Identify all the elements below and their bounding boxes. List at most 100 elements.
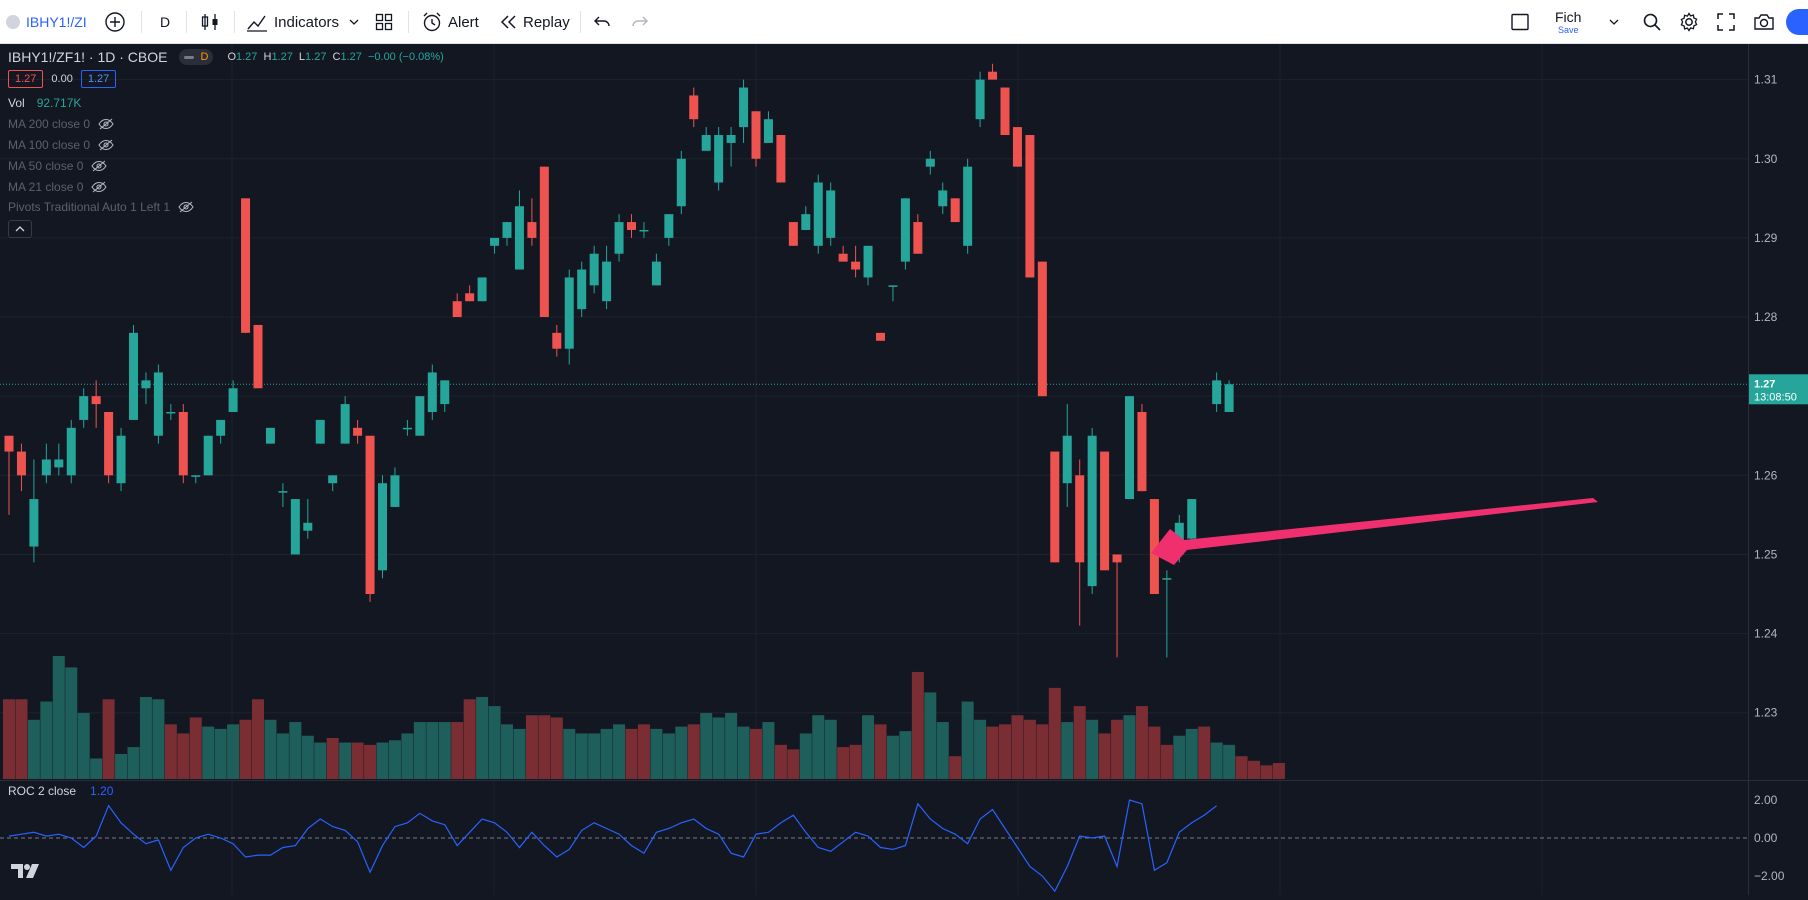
price-tick-label: 1.29 — [1754, 231, 1778, 245]
indicators-icon — [247, 15, 267, 32]
hidden-eye-icon[interactable] — [91, 181, 108, 193]
undo-button[interactable] — [593, 0, 611, 44]
volume-bar — [613, 724, 626, 779]
candle-up — [54, 459, 64, 468]
volume-bar — [1073, 706, 1086, 779]
countdown-label: 13:08:50 — [1754, 391, 1797, 403]
hidden-eye-icon[interactable] — [98, 139, 114, 151]
volume-bar — [1248, 760, 1260, 779]
annotation-arrow — [1151, 498, 1598, 565]
rewind-icon — [500, 15, 516, 29]
compare-button[interactable] — [104, 0, 126, 44]
redo-icon — [632, 16, 648, 27]
candle-up — [415, 396, 425, 436]
study-label: MA 21 close 0 — [8, 180, 84, 194]
hidden-eye-icon[interactable] — [91, 160, 108, 172]
candle-up — [514, 206, 524, 270]
candle-up — [340, 404, 350, 444]
fullscreen-layout-button[interactable] — [1510, 0, 1530, 44]
volume-bar — [1048, 687, 1061, 779]
roc-legend[interactable]: ROC 2 close 1.20 — [8, 784, 113, 798]
volume-bar — [1223, 744, 1236, 779]
indicators-button[interactable]: Indicators — [246, 0, 339, 44]
volume-bar — [40, 701, 53, 779]
candle-up — [614, 222, 624, 254]
hidden-eye-icon[interactable] — [178, 201, 194, 213]
fullscreen-icon — [1717, 13, 1735, 31]
search-button[interactable] — [1642, 0, 1662, 44]
sell-price-button[interactable]: 1.27 — [8, 70, 44, 88]
chart-area[interactable]: 1.31 1.30 1.29 1.28 1.27 1.26 1.25 1.24 1.23 1.27… — [0, 44, 1808, 895]
candle-up — [714, 135, 724, 183]
toolbar-divider — [141, 11, 142, 33]
toolbar-divider — [186, 11, 187, 33]
volume-bar — [488, 706, 501, 779]
delayed-badge: D — [200, 51, 209, 63]
collapse-legend-button[interactable] — [8, 220, 32, 238]
volume-bar — [911, 671, 924, 779]
candle-up — [763, 119, 773, 143]
volume-bar — [650, 728, 663, 779]
volume-bar — [625, 728, 638, 779]
volume-bar — [774, 744, 787, 779]
symbol-label: IBHY1!/ZI — [26, 14, 87, 30]
volume-bar — [1210, 742, 1223, 779]
volume-bar — [451, 722, 464, 779]
layout-dropdown-button[interactable] — [1608, 0, 1620, 44]
fullscreen-button[interactable] — [1716, 0, 1736, 44]
redo-button[interactable] — [631, 0, 649, 44]
volume-bar — [239, 719, 252, 779]
volume-bar — [862, 715, 875, 779]
candle-down — [178, 412, 188, 476]
settings-button[interactable] — [1678, 0, 1700, 44]
screenshot-button[interactable] — [1753, 0, 1775, 44]
candle-up — [328, 475, 338, 484]
candle-down — [1100, 451, 1110, 571]
volume-bar — [326, 738, 339, 779]
alarm-clock-icon — [423, 12, 441, 32]
price-tick-label: 1.23 — [1754, 706, 1778, 720]
volume-bar — [139, 697, 152, 779]
study-legend-pivots[interactable]: Pivots Traditional Auto 1 Left 1 — [8, 200, 194, 214]
candle-up — [1087, 435, 1097, 587]
candle-up — [191, 475, 201, 477]
price-tick-label: 1.24 — [1754, 627, 1778, 641]
volume-legend[interactable]: Vol 92.717K — [8, 96, 81, 110]
volume-label: Vol — [8, 96, 25, 110]
alert-button[interactable]: Alert — [421, 0, 479, 44]
interval-button[interactable]: D — [160, 0, 170, 44]
replay-button[interactable]: Replay — [500, 0, 570, 44]
chart-title[interactable]: IBHY1!/ZF1! · 1D · CBOE — [8, 49, 168, 65]
candle-down — [689, 95, 699, 120]
study-legend-ma200[interactable]: MA 200 close 0 — [8, 117, 114, 131]
publish-button[interactable] — [1786, 0, 1808, 44]
volume-bar — [936, 722, 949, 779]
templates-button[interactable] — [375, 0, 393, 44]
symbol-search-button[interactable]: IBHY1!/ZI — [6, 0, 87, 44]
candle-down — [876, 332, 885, 341]
indicators-dropdown-button[interactable] — [348, 0, 360, 44]
layout-save-button[interactable]: Fich Save — [1555, 0, 1581, 44]
study-label: Pivots Traditional Auto 1 Left 1 — [8, 200, 171, 214]
candle-down — [950, 198, 960, 223]
volume-bar — [575, 733, 588, 779]
volume-bar — [351, 742, 364, 779]
candle-down — [104, 412, 114, 476]
study-legend-ma50[interactable]: MA 50 close 0 — [8, 159, 108, 173]
buy-price-button[interactable]: 1.27 — [80, 70, 117, 88]
study-legend-ma21[interactable]: MA 21 close 0 — [8, 180, 108, 194]
market-status-badge[interactable]: D — [179, 49, 214, 65]
candle-down — [1137, 412, 1147, 492]
volume-bar — [164, 724, 177, 779]
volume-bar — [961, 701, 974, 779]
chart-type-button[interactable] — [200, 0, 220, 44]
trade-buttons: 1.27 0.00 1.27 — [8, 70, 117, 88]
volume-bar — [501, 724, 513, 779]
add-symbol-icon — [105, 12, 125, 32]
tradingview-logo[interactable] — [10, 861, 44, 886]
hidden-eye-icon[interactable] — [98, 118, 114, 130]
study-legend-ma100[interactable]: MA 100 close 0 — [8, 138, 114, 152]
volume-value: 92.717K — [36, 96, 82, 110]
candle-up — [726, 135, 736, 143]
chart-canvas[interactable]: 1.31 1.30 1.29 1.28 1.27 1.26 1.25 1.24 1.23 1.27… — [0, 44, 1808, 895]
